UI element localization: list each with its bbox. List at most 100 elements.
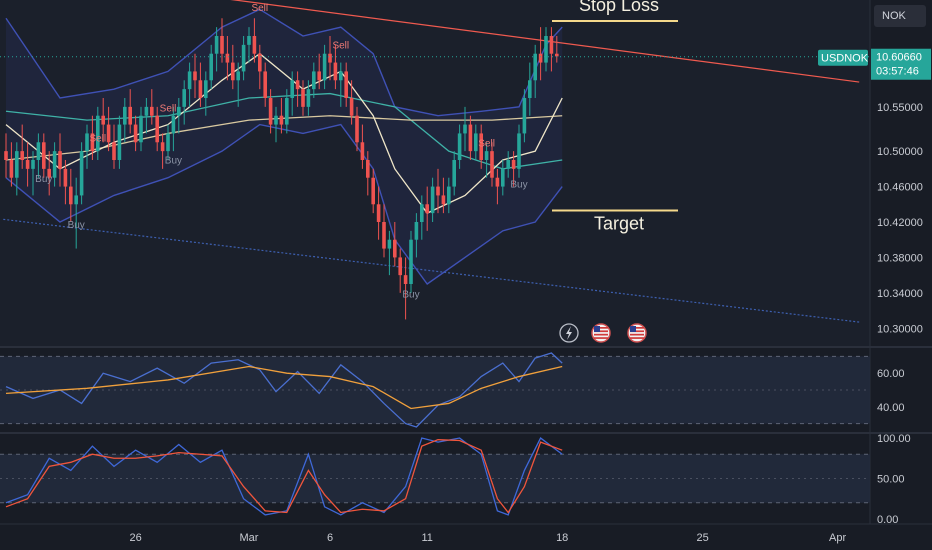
candle-body	[209, 53, 213, 81]
candle-body	[457, 133, 462, 160]
time-tick-label: 26	[129, 532, 141, 544]
candle-body	[74, 195, 78, 205]
candle-body	[25, 160, 30, 169]
candle-body	[204, 80, 208, 98]
flag-stripe	[630, 330, 644, 333]
symbol-tag: USDNOK	[821, 53, 869, 65]
candle-body	[150, 106, 154, 116]
time-tick-label: 25	[696, 532, 708, 544]
symbol-tag-box	[818, 49, 868, 66]
rsi-tick-label: 40.00	[877, 402, 905, 414]
candle-body	[85, 133, 89, 152]
rsi-tick-label: 60.00	[877, 368, 905, 380]
candle-body	[528, 80, 532, 98]
candle-body	[333, 62, 338, 81]
candle-body	[160, 142, 165, 152]
bollinger-lower-line	[5, 123, 563, 285]
price-tick-label: 10.42000	[877, 217, 923, 229]
candle-body	[522, 98, 527, 134]
candle-body	[474, 133, 478, 152]
candle-body	[301, 89, 305, 107]
candle-body	[90, 133, 95, 152]
price-tag: 10.60660	[876, 52, 922, 64]
candle-body	[79, 151, 84, 196]
candle-body	[220, 36, 224, 54]
candle-body	[479, 133, 483, 160]
candle-body	[258, 53, 262, 72]
us-flag-icon[interactable]	[591, 323, 611, 343]
stoch-tick-label: 50.00	[877, 474, 905, 486]
candle-body	[425, 204, 429, 214]
candle-body	[339, 71, 343, 81]
candle-body	[344, 71, 348, 98]
candle-body	[517, 133, 521, 169]
flag-stripe	[594, 330, 608, 333]
candle-body	[360, 142, 365, 160]
candle-body	[398, 257, 402, 276]
lightning-icon[interactable]	[559, 323, 579, 343]
candle-body	[15, 151, 19, 178]
flag-stripe	[594, 333, 608, 336]
candle-body	[171, 115, 176, 134]
buy-signal-label: Buy	[510, 179, 527, 190]
candle-body	[182, 89, 186, 107]
time-tick-label: Mar	[240, 532, 259, 544]
candle-body	[133, 124, 138, 143]
candle-body	[187, 71, 192, 90]
buy-signal-label: Buy	[35, 174, 52, 185]
candle-body	[290, 80, 294, 98]
sell-signal-label: Sell	[160, 103, 177, 114]
sell-signal-label: Sell	[478, 139, 495, 150]
time-tick-label: 6	[327, 532, 333, 544]
candle-body	[31, 160, 35, 169]
candle-body	[9, 160, 14, 178]
candle-body	[225, 53, 230, 63]
candle-body	[328, 53, 332, 63]
buy-signal-label: Buy	[402, 289, 419, 300]
target-label: Target	[594, 213, 644, 233]
candles-group	[4, 18, 559, 320]
stop-loss-label: Stop Loss	[579, 0, 659, 15]
candle-body	[409, 239, 413, 284]
price-tick-label: 10.38000	[877, 252, 923, 264]
candle-body	[236, 71, 240, 81]
candle-body	[544, 36, 548, 63]
candle-body	[312, 71, 316, 90]
candle-body	[112, 142, 116, 160]
currency-badge[interactable]: NOK	[874, 5, 926, 27]
candle-body	[295, 80, 300, 90]
candle-body	[349, 98, 354, 116]
price-tick-label: 10.30000	[877, 323, 923, 335]
candle-body	[511, 160, 516, 169]
stoch-tick-label: 100.00	[877, 433, 911, 445]
rsi-line	[5, 352, 563, 428]
stoch-tick-label: 0.00	[877, 514, 898, 526]
sell-signal-label: Sell	[251, 3, 268, 14]
candle-body	[501, 168, 505, 187]
candle-body	[420, 204, 424, 222]
candle-body	[376, 204, 381, 222]
candle-body	[452, 160, 456, 187]
price-tick-label: 10.46000	[877, 182, 923, 194]
flag-stripe	[630, 337, 644, 339]
candle-body	[198, 80, 203, 98]
candle-body	[555, 53, 559, 57]
stoch_k-line	[5, 437, 563, 516]
candle-body	[441, 195, 446, 205]
candle-body	[414, 222, 419, 240]
us-flag-icon[interactable]	[627, 323, 647, 343]
rsi_ma-line	[5, 365, 563, 410]
time-tick-label: 18	[556, 532, 568, 544]
ma-mid-line	[5, 115, 563, 161]
candle-body	[285, 98, 289, 125]
candle-body	[106, 124, 111, 143]
candle-body	[371, 177, 375, 205]
candle-body	[533, 53, 537, 81]
candle-body	[463, 124, 467, 134]
flag-stripe	[594, 337, 608, 339]
candle-body	[366, 160, 370, 178]
candle-body	[69, 186, 73, 205]
candle-body	[538, 53, 543, 63]
candle-body	[166, 133, 170, 152]
